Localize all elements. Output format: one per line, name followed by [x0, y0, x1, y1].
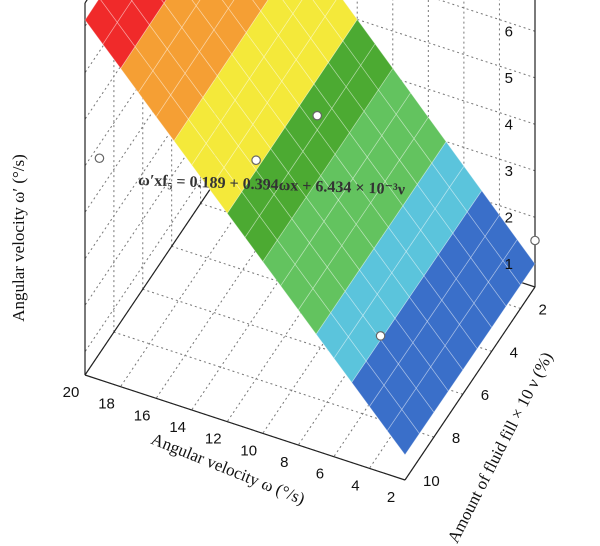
x-tick-label: 12	[205, 431, 222, 448]
z-tick-label: 2	[505, 209, 513, 226]
z-tick-label: 1	[505, 256, 513, 273]
surface-cell	[130, 0, 133, 2]
axis-edge	[84, 374, 406, 481]
z-tick-label: 3	[505, 163, 513, 180]
z-tick-label: 6	[505, 23, 513, 40]
grid-line	[438, 0, 536, 32]
axis-edge	[404, 286, 536, 481]
grid-line	[191, 216, 323, 411]
grid-line	[84, 111, 216, 306]
y-tick-label: 2	[539, 301, 547, 318]
surface-cell	[282, 0, 303, 15]
y-tick-label: 4	[510, 344, 518, 361]
data-point	[375, 331, 386, 341]
y-axis-title: Amount of fluid fill × 10 ν (%)	[444, 349, 557, 546]
axis-edge	[84, 181, 216, 376]
x-tick-label: 4	[351, 477, 359, 494]
x-tick-label: 2	[387, 489, 395, 506]
surface-cell	[191, 0, 201, 7]
grid-line	[226, 228, 358, 422]
x-tick-label: 10	[240, 442, 257, 459]
x-tick-label: 6	[316, 466, 324, 483]
chart-surface	[84, 0, 536, 456]
axis-ticks: 123456782468101214161820246810	[63, 23, 547, 506]
surface-cell	[161, 0, 167, 4]
x-tick-label: 16	[134, 407, 151, 424]
surface-cell	[252, 0, 269, 12]
grid-line	[84, 158, 216, 353]
z-tick-label: 5	[505, 70, 513, 87]
grid-line	[120, 193, 251, 387]
y-tick-label: 10	[423, 473, 440, 490]
surface-cell	[221, 0, 235, 9]
data-points	[94, 110, 540, 341]
x-tick-label: 20	[63, 384, 80, 401]
x-tick-label: 14	[169, 419, 186, 436]
grid-line	[84, 65, 216, 260]
y-tick-label: 8	[452, 430, 460, 447]
grid-line	[155, 205, 287, 399]
x-tick-label: 18	[98, 396, 115, 413]
data-point	[530, 235, 540, 246]
grid-line	[84, 18, 216, 213]
data-point	[312, 110, 323, 121]
grid-line	[296, 0, 536, 79]
data-point	[251, 155, 261, 166]
z-tick-label: 4	[505, 116, 513, 133]
surface-cell	[100, 0, 133, 24]
x-tick-label: 8	[280, 454, 288, 471]
surface-cell	[84, 0, 118, 45]
y-tick-label: 6	[481, 387, 489, 404]
data-point	[94, 153, 105, 164]
surface-cell	[312, 0, 337, 18]
z-axis-title: Angular velocity ω′ (°/s)	[9, 154, 28, 322]
